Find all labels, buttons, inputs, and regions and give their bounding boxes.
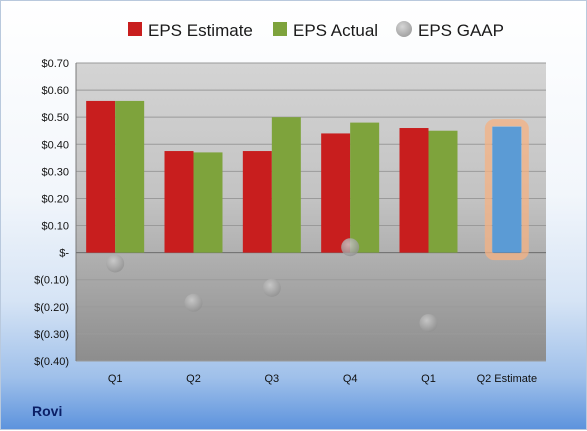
q2-estimate-highlight: [484, 119, 529, 261]
legend-swatch-gaap: [396, 21, 412, 37]
actual-bar: [350, 122, 380, 253]
q2-estimate-bar: [492, 126, 522, 253]
legend-item-actual[interactable]: EPS Actual: [273, 21, 378, 40]
company-label: Rovi: [32, 403, 62, 419]
x-tick-label: Q3: [264, 373, 279, 385]
x-tick-label: Q4: [343, 373, 358, 385]
legend-item-estimate[interactable]: EPS Estimate: [128, 21, 253, 40]
actual-bar: [115, 100, 145, 253]
y-tick-label: $0.20: [41, 193, 69, 205]
plot-area: $0.70 $0.60 $0.50 $0.40 $0.30 $0.20 $0.10 $- $(0…: [34, 58, 546, 385]
y-tick-label: $0.10: [41, 221, 69, 233]
x-tick-label: Q2: [186, 373, 201, 385]
y-tick-label: $(0.20): [34, 302, 69, 314]
y-tick-label: $0.60: [41, 85, 69, 97]
plot-background: [76, 63, 546, 361]
actual-bar: [428, 130, 458, 253]
y-tick-label: $0.40: [41, 139, 69, 151]
gaap-point: [341, 238, 360, 257]
x-tick-label: Q2 Estimate: [477, 373, 538, 385]
y-tick-label: $0.50: [41, 112, 69, 124]
estimate-bar: [321, 133, 351, 253]
gaap-point: [419, 314, 438, 333]
legend-label-actual: EPS Actual: [293, 21, 378, 40]
legend-label-estimate: EPS Estimate: [148, 21, 253, 40]
y-tick-label: $(0.40): [34, 356, 69, 368]
legend-swatch-estimate: [128, 22, 142, 36]
legend-swatch-actual: [273, 22, 287, 36]
estimate-bar: [242, 151, 272, 253]
gaap-point: [262, 278, 281, 297]
y-tick-label: $0.30: [41, 166, 69, 178]
legend-item-gaap[interactable]: EPS GAAP: [396, 21, 504, 40]
x-tick-label: Q1: [421, 373, 436, 385]
estimate-bar: [86, 100, 116, 253]
y-tick-label: $(0.30): [34, 329, 69, 341]
actual-bar: [271, 117, 301, 253]
y-tick-label: $0.70: [41, 58, 69, 70]
x-tick-label: Q1: [108, 373, 123, 385]
y-tick-label: $-: [59, 248, 69, 260]
y-tick-label: $(0.10): [34, 275, 69, 287]
gaap-point: [106, 254, 125, 273]
estimate-bar: [399, 128, 429, 253]
gaap-point: [184, 293, 203, 312]
actual-bar: [193, 152, 223, 253]
legend: EPS Estimate EPS Actual EPS GAAP: [128, 21, 504, 40]
estimate-bar: [164, 151, 194, 253]
legend-label-gaap: EPS GAAP: [418, 21, 504, 40]
